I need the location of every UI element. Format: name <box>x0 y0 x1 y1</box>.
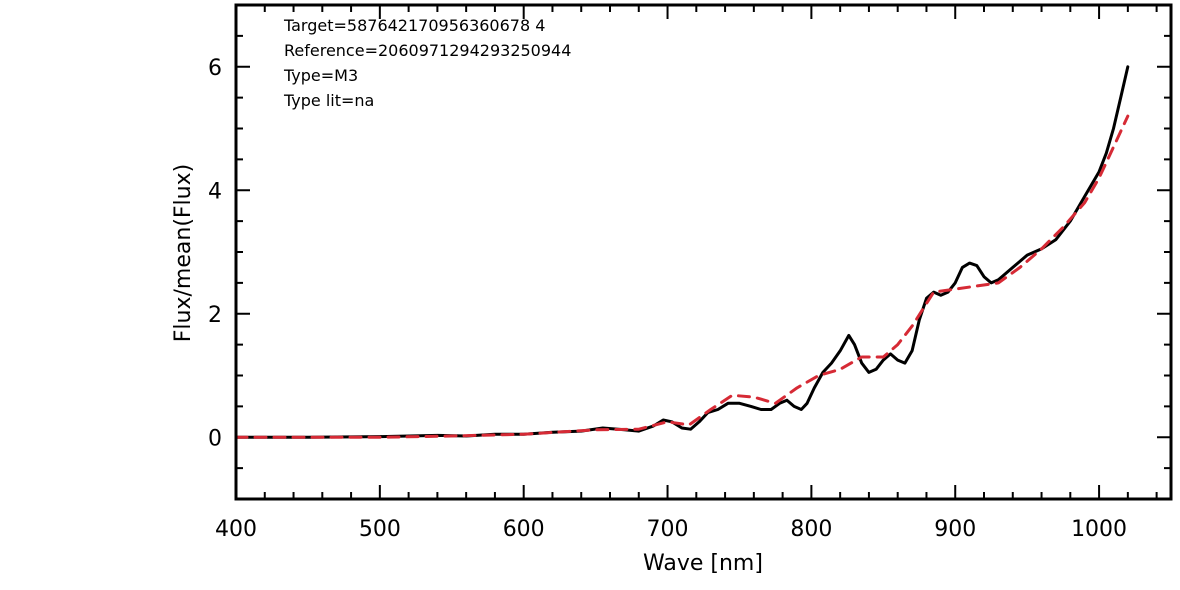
plot-frame <box>234 3 1173 501</box>
annotation-target: Target=587642170956360678 4 <box>283 16 545 35</box>
target-spectrum-line <box>234 65 1130 439</box>
x-tick-label: 800 <box>790 517 832 542</box>
y-tick-label: 2 <box>208 303 222 328</box>
tick-labels: 400 500 600 700 800 900 1000 0 2 4 6 <box>208 56 1127 542</box>
x-axis-title: Wave [nm] <box>643 551 763 576</box>
x-tick-label: 1000 <box>1071 517 1127 542</box>
annotation-reference: Reference=2060971294293250944 <box>284 41 571 60</box>
y-tick-label: 4 <box>208 179 222 204</box>
x-tick-label: 600 <box>503 517 545 542</box>
y-tick-label: 6 <box>208 56 222 81</box>
annotation-type-lit: Type lit=na <box>283 91 374 110</box>
x-tick-label: 700 <box>647 517 689 542</box>
y-axis-title: Flux/mean(Flux) <box>171 164 196 342</box>
series-layer <box>234 65 1130 439</box>
x-tick-label: 500 <box>359 517 401 542</box>
x-tick-label: 400 <box>215 517 257 542</box>
x-tick-label: 900 <box>934 517 976 542</box>
y-tick-label: 0 <box>208 426 222 451</box>
annotation-type: Type=M3 <box>283 66 358 85</box>
reference-spectrum-line <box>234 114 1130 439</box>
